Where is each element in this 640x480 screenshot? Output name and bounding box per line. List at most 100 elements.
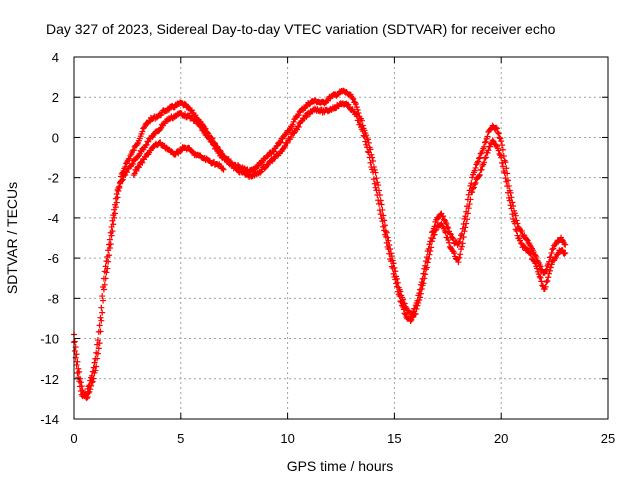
data-point [130, 147, 137, 154]
data-point [446, 239, 453, 246]
data-point [386, 250, 393, 257]
data-point [380, 223, 387, 230]
data-point [387, 258, 394, 265]
data-point [508, 205, 515, 212]
data-point [116, 184, 123, 191]
data-point [428, 244, 435, 251]
data-point [457, 235, 464, 242]
data-point [416, 297, 423, 304]
data-point [113, 191, 120, 198]
data-point [456, 254, 463, 261]
data-point [472, 179, 479, 186]
data-point [99, 293, 106, 300]
data-point [76, 383, 83, 390]
data-point [425, 255, 432, 262]
data-point [426, 251, 433, 258]
y-tick-label: 2 [52, 90, 59, 105]
y-tick-label: -14 [40, 412, 59, 427]
data-point [550, 245, 557, 252]
y-tick-label: -4 [47, 211, 59, 226]
data-point [108, 223, 115, 230]
data-point [135, 164, 142, 171]
data-point [396, 293, 403, 300]
data-point [104, 253, 111, 260]
data-point [264, 152, 271, 159]
data-point [533, 253, 540, 260]
data-point [352, 101, 359, 108]
data-point [102, 263, 109, 270]
data-point [364, 148, 371, 155]
y-tick-label: -12 [40, 372, 59, 387]
data-point [103, 258, 110, 265]
data-point [547, 264, 554, 271]
data-point [562, 249, 569, 256]
data-point [75, 365, 82, 372]
data-point [504, 183, 511, 190]
data-point [451, 250, 458, 257]
data-point [355, 117, 362, 124]
data-point [513, 227, 520, 234]
data-point [277, 139, 284, 146]
data-point [106, 236, 113, 243]
data-point [100, 297, 107, 304]
chart-title: Day 327 of 2023, Sidereal Day-to-day VTE… [46, 21, 556, 37]
data-point [482, 154, 489, 161]
data-point [474, 159, 481, 166]
data-point [481, 155, 488, 162]
data-point [354, 106, 361, 113]
data-point [366, 154, 373, 161]
data-point [98, 317, 105, 324]
x-axis-label: GPS time / hours [287, 458, 394, 474]
data-point [126, 155, 133, 162]
data-point [493, 142, 500, 149]
data-point [422, 271, 429, 278]
data-point [470, 184, 477, 191]
data-point [532, 252, 539, 259]
data-point [470, 185, 477, 192]
data-point [502, 159, 509, 166]
data-point [370, 169, 377, 176]
data-point [139, 159, 146, 166]
y-tick-label: -6 [47, 251, 59, 266]
data-point [420, 280, 427, 287]
data-point [459, 240, 466, 247]
data-point [476, 154, 483, 161]
data-point [503, 178, 510, 185]
data-point [390, 270, 397, 277]
data-point [74, 369, 81, 376]
data-point [89, 368, 96, 375]
data-point [424, 259, 431, 266]
data-point [158, 111, 165, 118]
data-point [433, 226, 440, 233]
data-point [73, 351, 80, 358]
data-point [496, 151, 503, 158]
data-point [374, 191, 381, 198]
y-tick-label: 0 [52, 130, 59, 145]
data-point [145, 138, 152, 145]
data-point [475, 155, 482, 162]
data-point [455, 259, 462, 266]
data-point [371, 180, 378, 187]
data-point [481, 143, 488, 150]
data-point [447, 231, 454, 238]
data-point [71, 338, 78, 345]
data-point [361, 133, 368, 140]
data-point [428, 238, 435, 245]
data-point [507, 202, 514, 209]
y-tick-label: -2 [47, 171, 59, 186]
x-tick-label: 10 [280, 431, 294, 446]
data-point [100, 283, 107, 290]
data-point [536, 273, 543, 280]
data-point [463, 220, 470, 227]
data-point [71, 347, 78, 354]
data-point [87, 377, 94, 384]
data-point [401, 310, 408, 317]
data-point [481, 139, 488, 146]
data-point [83, 391, 90, 398]
y-tick-label: -10 [40, 332, 59, 347]
data-point [446, 230, 453, 237]
data-point [94, 341, 101, 348]
data-point [385, 245, 392, 252]
data-point [133, 168, 140, 175]
data-point [112, 195, 119, 202]
